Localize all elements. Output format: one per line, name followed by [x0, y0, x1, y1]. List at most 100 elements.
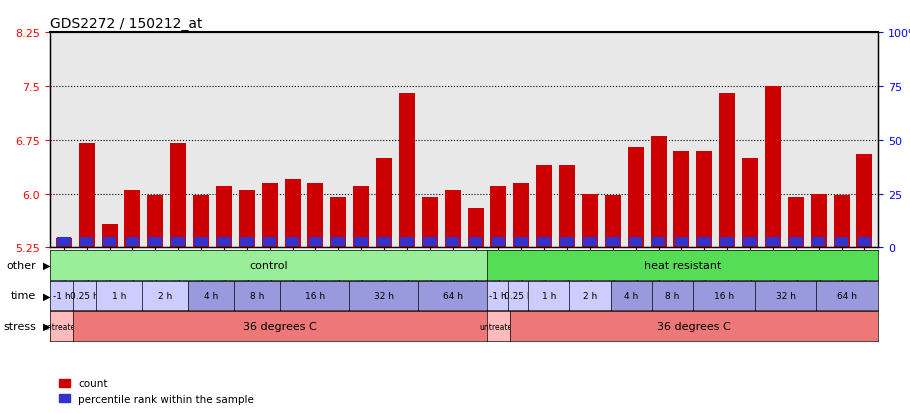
Text: time: time: [11, 291, 36, 301]
Bar: [147, 195, 163, 248]
Bar: [399, 94, 415, 248]
Text: 16 h: 16 h: [713, 291, 733, 300]
Bar: [56, 238, 72, 248]
Text: 0.25 h: 0.25 h: [70, 291, 99, 300]
Text: 64 h: 64 h: [442, 291, 462, 300]
Bar: [581, 194, 598, 248]
Bar: [513, 183, 530, 248]
Bar: [673, 151, 690, 248]
Bar: [789, 238, 803, 247]
Text: 2 h: 2 h: [583, 291, 597, 300]
Bar: [743, 238, 757, 247]
Bar: [514, 238, 528, 247]
Bar: [308, 183, 323, 248]
Bar: [536, 166, 552, 248]
Bar: [378, 238, 390, 247]
Bar: [308, 238, 322, 247]
Bar: [193, 195, 209, 248]
Text: untreated: untreated: [43, 322, 81, 331]
Text: -1 h: -1 h: [489, 291, 506, 300]
Bar: [605, 195, 621, 248]
Bar: [170, 144, 187, 248]
Text: stress: stress: [4, 321, 36, 331]
Text: 36 degrees C: 36 degrees C: [243, 321, 317, 331]
Text: 8 h: 8 h: [250, 291, 264, 300]
Bar: [652, 238, 665, 247]
Bar: [125, 190, 140, 248]
Bar: [238, 190, 255, 248]
Bar: [217, 238, 231, 247]
Bar: [606, 238, 620, 247]
Bar: [742, 158, 758, 248]
Bar: [857, 238, 871, 247]
Text: 4 h: 4 h: [624, 291, 638, 300]
Text: 2 h: 2 h: [158, 291, 172, 300]
Bar: [721, 238, 734, 247]
Bar: [561, 238, 574, 247]
Bar: [445, 190, 460, 248]
Text: ▶: ▶: [43, 321, 50, 331]
Text: 4 h: 4 h: [204, 291, 218, 300]
Bar: [421, 198, 438, 248]
Bar: [171, 238, 185, 247]
Bar: [194, 238, 207, 247]
Bar: [468, 209, 483, 248]
Bar: [376, 158, 392, 248]
Text: ▶: ▶: [43, 260, 50, 270]
Bar: [148, 238, 162, 247]
Text: 36 degrees C: 36 degrees C: [657, 321, 731, 331]
Bar: [286, 238, 299, 247]
Text: GDS2272 / 150212_at: GDS2272 / 150212_at: [50, 17, 203, 31]
Bar: [400, 238, 414, 247]
Bar: [446, 238, 460, 247]
Legend: count, percentile rank within the sample: count, percentile rank within the sample: [56, 374, 258, 408]
Text: control: control: [249, 260, 288, 270]
Text: heat resistant: heat resistant: [644, 260, 722, 270]
Text: 1 h: 1 h: [112, 291, 126, 300]
Bar: [285, 180, 300, 248]
Bar: [765, 87, 781, 248]
Text: other: other: [6, 260, 36, 270]
Bar: [583, 238, 597, 247]
Bar: [696, 151, 713, 248]
Bar: [651, 137, 666, 248]
Bar: [766, 238, 780, 247]
Bar: [834, 195, 850, 248]
Bar: [78, 144, 95, 248]
Bar: [559, 166, 575, 248]
Bar: [57, 238, 71, 247]
Text: 1 h: 1 h: [541, 291, 556, 300]
Bar: [354, 238, 368, 247]
Bar: [240, 238, 254, 247]
Bar: [674, 238, 688, 247]
Bar: [491, 238, 505, 247]
Text: 0.25 h: 0.25 h: [503, 291, 532, 300]
Text: -1 h: -1 h: [53, 291, 70, 300]
Bar: [469, 238, 482, 247]
Text: 8 h: 8 h: [665, 291, 680, 300]
Text: 16 h: 16 h: [305, 291, 325, 300]
Bar: [834, 238, 848, 247]
Bar: [538, 238, 551, 247]
Text: ▶: ▶: [43, 291, 50, 301]
Bar: [330, 198, 347, 248]
Bar: [103, 238, 116, 247]
Bar: [80, 238, 94, 247]
Bar: [812, 238, 825, 247]
Bar: [629, 238, 642, 247]
Text: 32 h: 32 h: [775, 291, 795, 300]
Bar: [628, 147, 643, 248]
Bar: [697, 238, 711, 247]
Bar: [719, 94, 735, 248]
Text: untreated: untreated: [480, 322, 518, 331]
Bar: [102, 224, 117, 248]
Text: 32 h: 32 h: [374, 291, 394, 300]
Bar: [423, 238, 437, 247]
Bar: [353, 187, 369, 248]
Text: 64 h: 64 h: [837, 291, 857, 300]
Bar: [856, 155, 873, 248]
Bar: [811, 194, 826, 248]
Bar: [126, 238, 139, 247]
Bar: [331, 238, 345, 247]
Bar: [788, 198, 804, 248]
